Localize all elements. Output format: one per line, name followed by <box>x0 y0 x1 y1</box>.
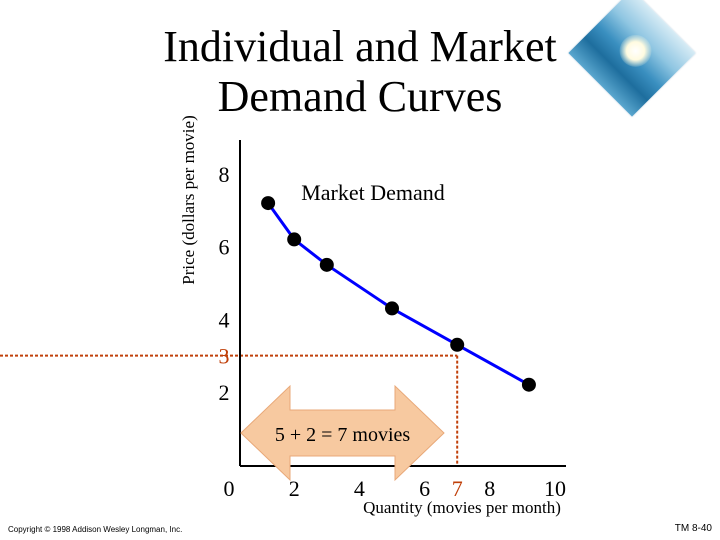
market-demand-curve <box>266 202 530 387</box>
x-tick-10: 10 <box>544 476 566 501</box>
y-tick-3: 3 <box>219 344 230 369</box>
data-point-2 <box>287 232 302 247</box>
movies-sum-annotation: 5 + 2 = 7 movies <box>275 424 411 446</box>
slide-number: TM 8-40 <box>674 523 712 534</box>
slide-title: Individual and Market Demand Curves <box>163 22 557 121</box>
y-tick-4: 4 <box>219 307 230 332</box>
data-point-3 <box>319 257 334 272</box>
y-tick-8: 8 <box>219 162 230 187</box>
x-tick-0: 0 <box>224 476 235 501</box>
double-arrow-shape <box>240 384 445 482</box>
data-point-1 <box>261 196 276 211</box>
data-point-4 <box>385 301 399 316</box>
x-tick-4: 4 <box>354 476 365 501</box>
x-tick-7: 7 <box>452 476 463 501</box>
market-demand-label: Market Demand <box>301 180 445 205</box>
x-axis-label: Quantity (movies per month) <box>363 498 561 517</box>
copyright-text: Copyright © 1998 Addison Wesley Longman,… <box>8 525 183 534</box>
y-tick-2: 2 <box>219 380 230 405</box>
x-tick-8: 8 <box>484 476 495 501</box>
x-tick-2: 2 <box>289 476 300 501</box>
data-point-5 <box>450 337 465 352</box>
y-tick-6: 6 <box>219 235 230 260</box>
x-tick-6: 6 <box>419 476 430 501</box>
data-point-6 <box>521 377 536 392</box>
